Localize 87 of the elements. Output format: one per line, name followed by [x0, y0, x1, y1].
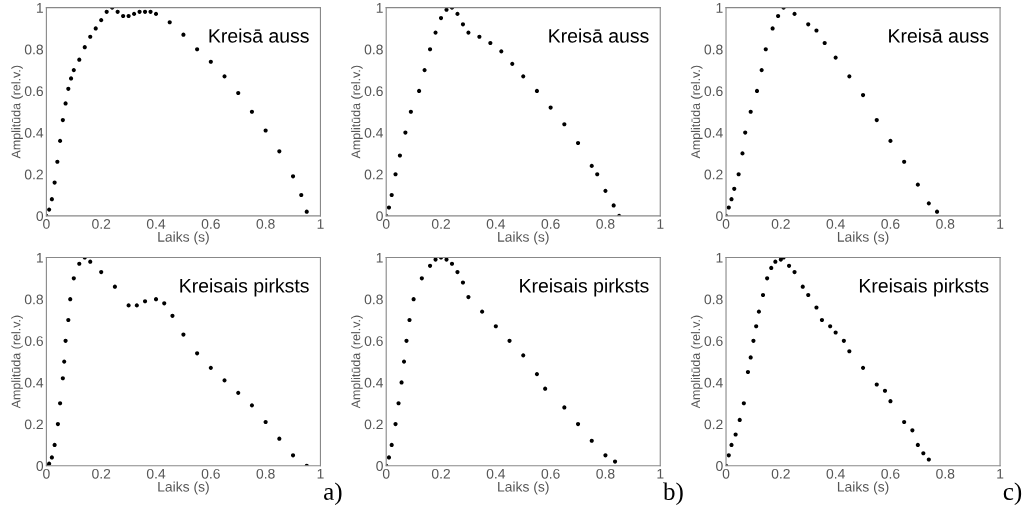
y-tick-label: 1 — [716, 252, 723, 263]
x-tick-label: 0.4 — [486, 468, 506, 479]
y-axis-title: Amplitūda (rel.v.) — [351, 65, 363, 159]
y-tick-label: 0 — [36, 211, 44, 222]
x-tick-label: 0.4 — [826, 219, 845, 229]
x-tick-label: 0.6 — [541, 468, 560, 479]
y-tick-label: 0 — [376, 461, 383, 471]
x-axis-title: Laiks (s) — [837, 481, 889, 495]
x-tick-label: 0.4 — [486, 219, 506, 229]
y-tick-label: 0.8 — [364, 44, 383, 55]
y-tick-label: 1 — [716, 3, 723, 13]
y-tick-label: 0 — [36, 461, 44, 471]
y-tick-label: 0.2 — [24, 169, 43, 180]
y-tick-label: 1 — [36, 3, 43, 13]
y-tick-label: 1 — [36, 252, 43, 263]
x-axis-title: Laiks (s) — [837, 231, 889, 245]
y-axis-title: Amplitūda (rel.v.) — [351, 315, 363, 409]
x-tick-label: 0.8 — [256, 468, 275, 479]
text: c) — [1003, 482, 1022, 506]
x-tick-label: 0.8 — [596, 468, 615, 479]
x-tick-label: 1 — [997, 219, 1004, 229]
y-tick-label: 0.8 — [24, 44, 44, 55]
annotation: Kreisais pirksts — [520, 278, 649, 297]
x-tick-label: 0.2 — [92, 219, 111, 229]
x-tick-label: 0.6 — [541, 219, 560, 229]
y-tick-label: 0.2 — [704, 169, 723, 180]
y-tick-label: 0.4 — [704, 127, 723, 138]
y-tick-label: 0.6 — [364, 86, 383, 97]
x-tick-label: 0.8 — [936, 468, 955, 479]
x-tick-label: 1 — [997, 469, 1004, 479]
y-tick-label: 0.4 — [364, 377, 384, 388]
y-tick-label: 0.8 — [364, 294, 383, 305]
annotation: Kreisā auss — [889, 28, 989, 43]
y-tick-label: 0 — [716, 461, 723, 471]
y-tick-label: 0.6 — [364, 336, 383, 346]
x-tick-label: 1 — [657, 469, 664, 479]
x-axis-title: Laiks (s) — [498, 231, 549, 245]
y-tick-label: 0 — [716, 211, 723, 222]
y-tick-label: 1 — [376, 252, 383, 263]
x-tick-label: 0.2 — [771, 219, 790, 229]
x-tick-label: 0.2 — [431, 468, 450, 479]
text: a) — [324, 482, 342, 506]
y-tick-label: 0.4 — [24, 127, 44, 138]
x-tick-label: 0.6 — [881, 468, 900, 479]
x-axis-title: Laiks (s) — [498, 481, 549, 495]
y-axis-title: Amplitūda (rel.v.) — [11, 315, 23, 409]
y-tick-label: 0.2 — [364, 169, 383, 180]
y-axis-title: Amplitūda (rel.v.) — [11, 65, 23, 159]
y-tick-label: 0.4 — [364, 127, 384, 138]
y-tick-label: 0 — [376, 211, 383, 222]
x-tick-label: 0.2 — [431, 219, 450, 229]
x-tick-label: 0.2 — [771, 468, 790, 479]
x-tick-label: 0.2 — [92, 468, 111, 479]
y-tick-label: 0.2 — [364, 419, 383, 430]
y-tick-label: 0.8 — [24, 294, 44, 305]
y-tick-label: 0.6 — [24, 336, 44, 346]
y-tick-label: 0.8 — [704, 294, 723, 305]
x-tick-label: 0.8 — [596, 219, 615, 229]
annotation: Kreisā auss — [209, 28, 309, 43]
y-tick-label: 0.2 — [704, 419, 723, 430]
x-tick-label: 1 — [317, 219, 324, 229]
x-tick-label: 1 — [657, 219, 664, 229]
text: b) — [663, 482, 683, 506]
x-tick-label: 0.4 — [146, 468, 166, 479]
x-tick-label: 0.4 — [826, 468, 845, 479]
x-tick-label: 0.8 — [256, 219, 275, 229]
x-tick-label: 0.6 — [881, 219, 900, 229]
y-axis-title: Amplitūda (rel.v.) — [690, 315, 703, 409]
annotation: Kreisais pirksts — [859, 278, 989, 297]
x-tick-label: 1 — [317, 469, 324, 479]
x-tick-label: 0.6 — [201, 468, 220, 479]
x-axis-title: Laiks (s) — [158, 231, 209, 245]
y-tick-label: 1 — [376, 3, 383, 13]
y-axis-title: Amplitūda (rel.v.) — [690, 65, 703, 159]
y-tick-label: 0.2 — [24, 419, 43, 430]
y-tick-label: 0.6 — [24, 86, 44, 97]
x-tick-label: 0.6 — [201, 219, 220, 229]
x-tick-label: 0.8 — [936, 219, 955, 229]
x-tick-label: 0.4 — [146, 219, 166, 229]
y-tick-label: 0.4 — [704, 377, 723, 388]
y-tick-label: 0.6 — [704, 336, 723, 346]
annotation: Kreisā auss — [549, 28, 649, 43]
annotation: Kreisais pirksts — [180, 278, 309, 297]
y-tick-label: 0.8 — [704, 44, 723, 55]
y-tick-label: 0.6 — [704, 86, 723, 97]
y-tick-label: 0.4 — [24, 377, 44, 388]
x-axis-title: Laiks (s) — [158, 481, 209, 495]
